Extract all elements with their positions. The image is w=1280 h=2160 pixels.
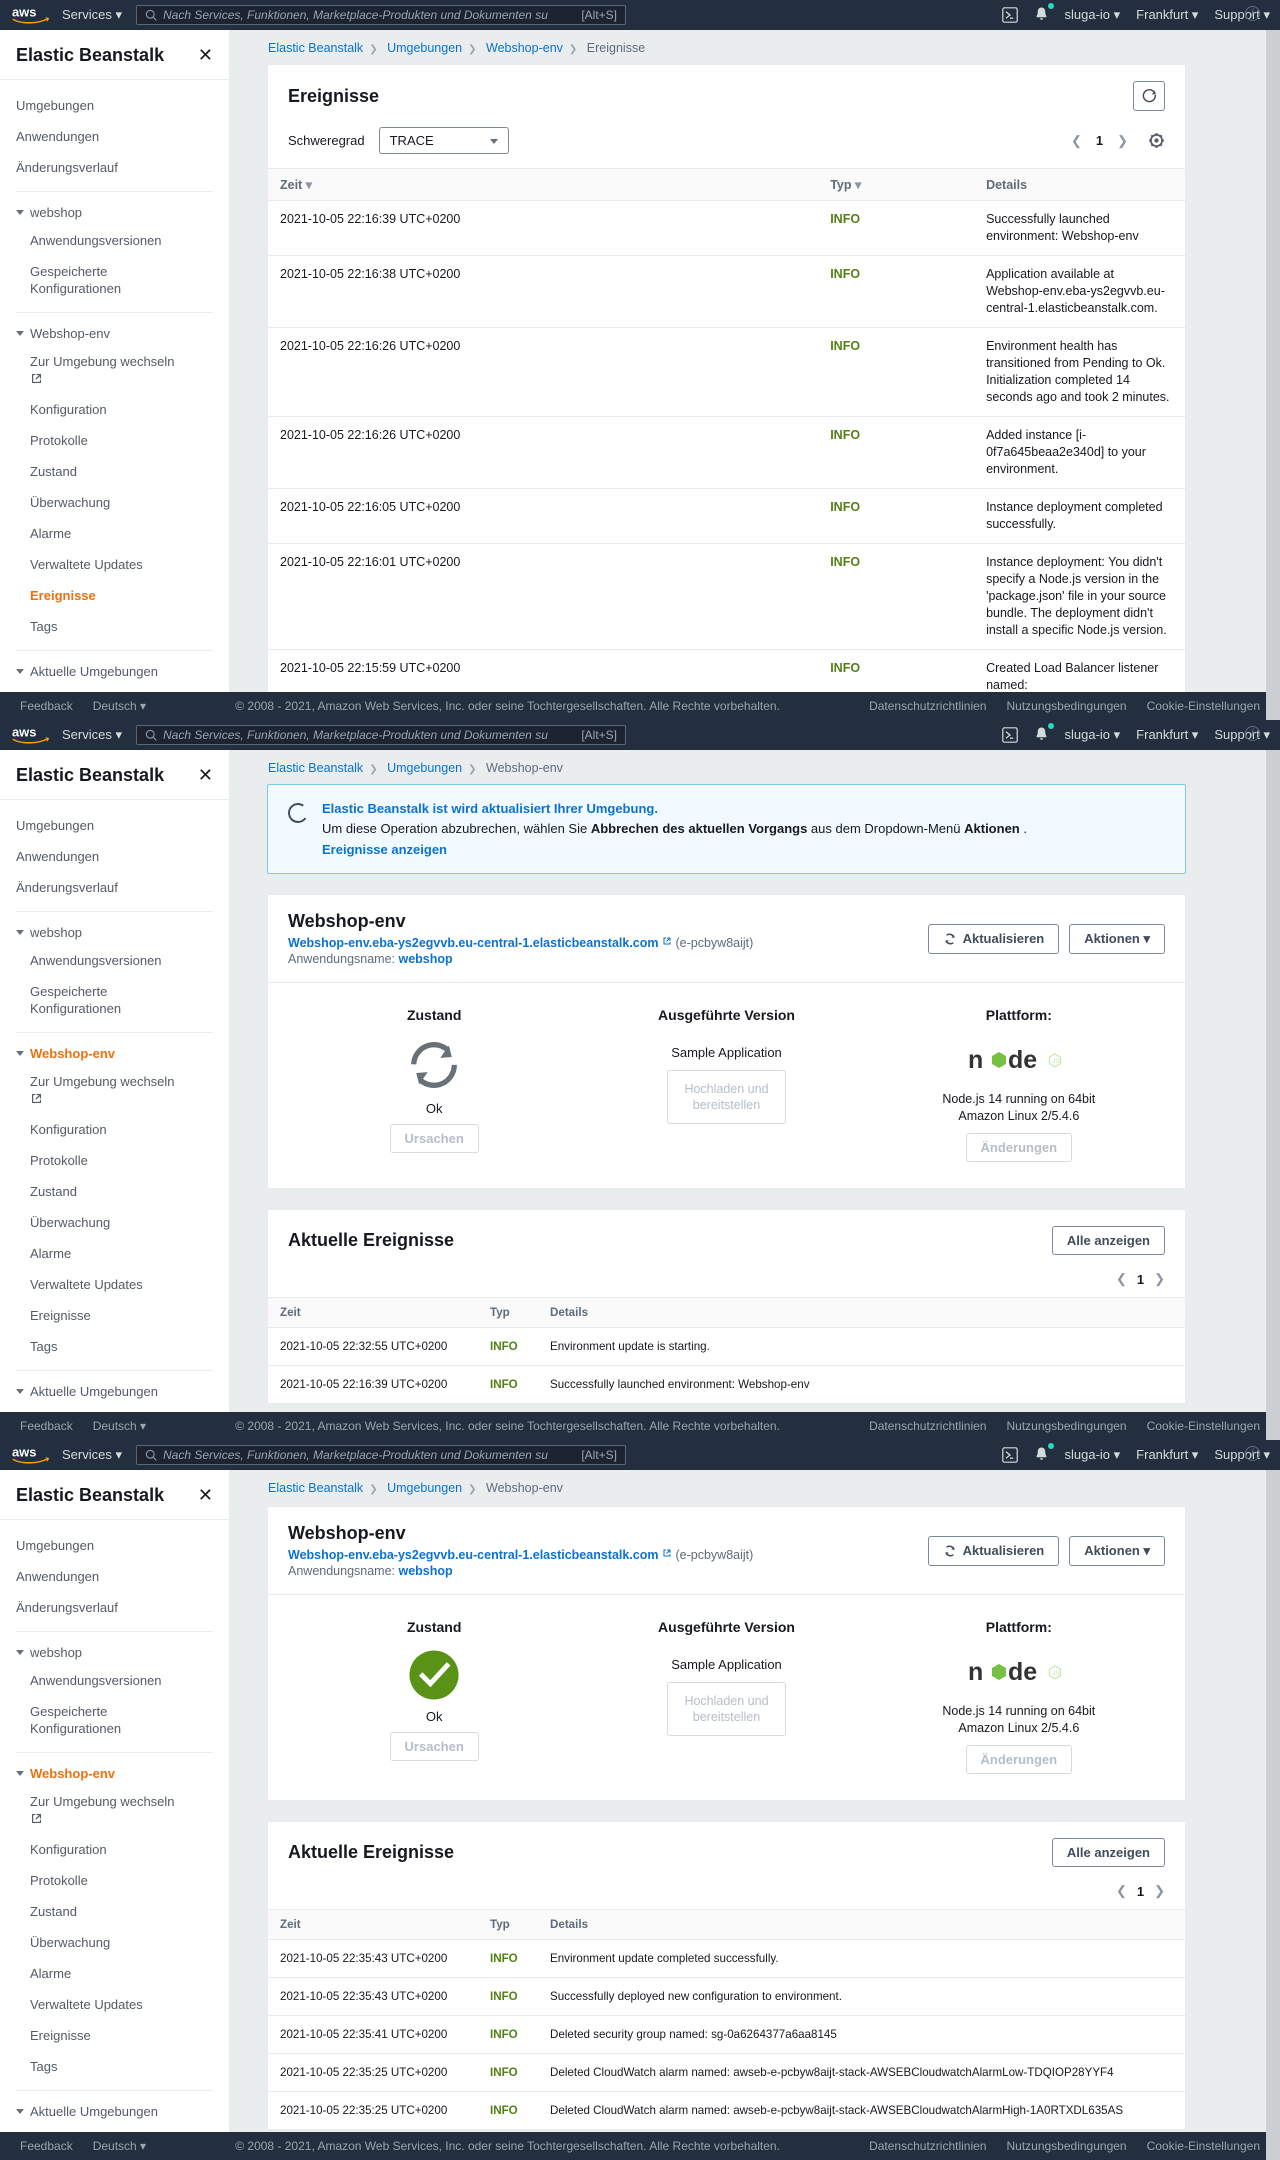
svg-text:JS: JS: [1052, 1670, 1060, 1677]
svg-text:n: n: [969, 1658, 983, 1686]
svg-text:de: de: [1008, 1046, 1037, 1074]
svg-text:JS: JS: [1052, 1058, 1060, 1065]
svg-text:n: n: [969, 1046, 983, 1074]
svg-text:de: de: [1008, 1658, 1037, 1686]
svg-text:aws: aws: [12, 724, 36, 739]
svg-text:aws: aws: [12, 4, 36, 19]
svg-text:aws: aws: [12, 1444, 36, 1459]
